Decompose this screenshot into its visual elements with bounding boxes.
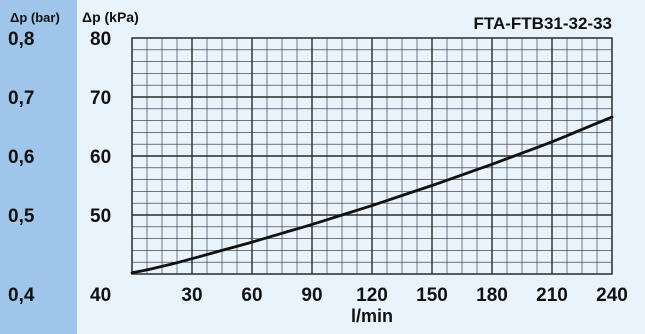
y-tick-label: 60 xyxy=(90,147,111,168)
series-line-0 xyxy=(130,115,614,275)
y-tick-label: 40 xyxy=(90,285,111,306)
x-axis-label: l/min xyxy=(351,306,393,326)
bar-axis-band xyxy=(0,0,77,334)
x-tick-label: 180 xyxy=(476,285,508,306)
y2-axis-label: Δp (bar) xyxy=(10,10,60,25)
y2-tick-label: 0,4 xyxy=(8,285,35,306)
series-layer xyxy=(130,115,614,275)
x-tick-label: 240 xyxy=(596,285,628,306)
y-tick-label: 50 xyxy=(90,206,111,227)
x-tick-label: 30 xyxy=(181,285,202,306)
x-tick-label: 150 xyxy=(416,285,448,306)
y2-tick-label: 0,6 xyxy=(8,147,34,168)
grid xyxy=(132,38,612,274)
x-tick-label: 60 xyxy=(241,285,262,306)
x-tick-label: 120 xyxy=(356,285,388,306)
y-tick-label: 70 xyxy=(90,88,111,109)
y2-tick-label: 0,5 xyxy=(8,206,35,227)
y2-tick-label: 0,7 xyxy=(8,88,34,109)
chart-panel xyxy=(77,0,645,334)
x-tick-label: 90 xyxy=(301,285,322,306)
y-tick-label: 80 xyxy=(90,29,111,50)
y2-tick-label: 0,8 xyxy=(8,29,34,50)
y-axis-label: Δp (kPa) xyxy=(82,9,139,25)
plot-frame xyxy=(131,37,613,275)
chart-title: FTA-FTB31-32-33 xyxy=(473,14,612,33)
tick-labels: 30 60 90 120 150 180 210 240 40 50 60 70 80 0,4 0,5 0,6… xyxy=(8,29,628,306)
x-tick-label: 210 xyxy=(536,285,568,306)
